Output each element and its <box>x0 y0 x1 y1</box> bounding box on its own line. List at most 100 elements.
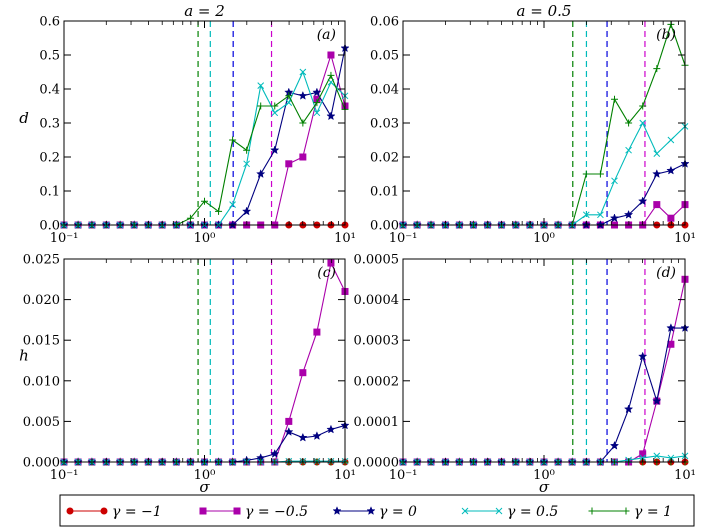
data-point <box>623 209 634 219</box>
data-point <box>667 21 675 28</box>
data-point <box>313 99 321 107</box>
data-point <box>243 160 250 168</box>
data-point <box>284 427 294 436</box>
panel-a: 10⁻¹ 10⁰ 10¹ 0.0 0.1 0.2 0.3 0.4 0.5 0.6 (a) a = 2 d <box>19 2 356 246</box>
legend-marker <box>233 507 241 515</box>
data-point <box>241 206 252 216</box>
data-point <box>652 396 662 406</box>
y-tick-label: 0.04 <box>370 83 399 98</box>
series-line <box>403 279 686 463</box>
legend-marker <box>495 507 503 515</box>
legend-entry: γ = −0.5 <box>199 504 308 520</box>
y-tick-label: 0.000 <box>23 456 60 471</box>
data-point <box>327 259 335 267</box>
legend-entry: γ = 0.5 <box>461 504 558 520</box>
legend-label: γ = 0.5 <box>507 504 558 520</box>
y-tick-label: 0.5 <box>39 49 60 64</box>
data-point <box>639 119 647 127</box>
legend-label: γ = 1 <box>634 504 672 520</box>
data-point <box>229 201 236 208</box>
data-point <box>326 424 336 434</box>
legend-entry: γ = 0 <box>332 504 417 520</box>
x-tick-label: 10⁻¹ <box>389 231 418 246</box>
data-point <box>596 170 604 178</box>
x-tick-label: 10⁻¹ <box>389 468 418 483</box>
data-point <box>299 369 307 377</box>
legend-marker <box>332 506 342 515</box>
data-point <box>271 102 279 110</box>
data-point <box>667 454 675 462</box>
y-tick-label: 0.00 <box>370 219 399 234</box>
data-point <box>299 119 307 127</box>
data-point <box>623 404 634 414</box>
y-tick-label: 0.015 <box>23 334 60 349</box>
y-tick-label: 0.6 <box>39 15 60 30</box>
y-tick-label: 0.02 <box>370 151 399 166</box>
data-point <box>653 201 661 209</box>
panel-c: 10⁻¹ 10⁰ 10¹ 0.000 0.005 0.010 0.015 0.020 0.025… <box>19 253 356 497</box>
panel-label: (c) <box>317 265 336 281</box>
legend-label: γ = −1 <box>112 504 162 520</box>
data-point <box>667 214 675 222</box>
x-tick-label: 10⁰ <box>533 231 555 246</box>
legend-marker <box>199 507 207 515</box>
y-tick-label: 0.3 <box>39 117 60 132</box>
y-tick-label: 0.0005 <box>354 253 400 268</box>
series-line <box>403 121 686 226</box>
data-point <box>313 328 321 336</box>
data-point <box>313 109 321 117</box>
y-tick-label: 0.005 <box>23 415 60 430</box>
legend-box <box>59 494 695 527</box>
data-point <box>327 51 335 59</box>
y-tick-label: 0.0002 <box>354 374 400 389</box>
data-point <box>270 448 280 458</box>
data-point <box>666 165 676 175</box>
data-point <box>186 214 194 222</box>
data-point <box>639 450 647 458</box>
data-point <box>327 71 335 79</box>
axes-frame <box>63 258 346 463</box>
y-tick-label: 0.020 <box>23 293 60 308</box>
data-point <box>582 170 590 178</box>
data-point <box>667 340 675 348</box>
data-point <box>610 95 618 103</box>
y-tick-label: 0.0000 <box>354 456 400 471</box>
legend-marker <box>66 507 74 515</box>
data-point <box>639 454 647 462</box>
x-tick-label: 10⁰ <box>533 468 555 483</box>
data-point <box>215 207 223 215</box>
y-tick-label: 0.03 <box>370 117 399 132</box>
legend-marker <box>622 507 630 515</box>
data-point <box>285 160 293 168</box>
legend-marker <box>366 506 376 515</box>
panel-title: a = 0.5 <box>517 2 572 20</box>
legend-marker <box>461 507 469 515</box>
y-tick-label: 0.0001 <box>354 415 400 430</box>
data-point <box>271 109 279 117</box>
data-point <box>243 146 251 154</box>
y-tick-label: 0.01 <box>370 185 399 200</box>
legend-label: γ = 0 <box>379 504 417 520</box>
data-point <box>582 211 590 219</box>
data-point <box>229 136 237 144</box>
data-point <box>256 169 266 178</box>
legend: γ = −1 γ = −0.5 γ = 0 γ = 0.5 γ = 1 <box>59 494 695 527</box>
data-point <box>257 82 265 89</box>
y-axis-label: h <box>19 347 29 365</box>
panel-b: 10⁻¹ 10⁰ 10¹ 0.00 0.01 0.02 0.03 0.04 0.05 0.06 (b… <box>370 2 696 246</box>
y-tick-label: 0.2 <box>39 151 60 166</box>
x-tick-label: 10¹ <box>334 231 356 246</box>
data-point <box>312 431 322 440</box>
x-tick-label: 10¹ <box>334 468 356 483</box>
panel-title: a = 2 <box>184 2 225 20</box>
y-tick-label: 0.06 <box>370 15 399 30</box>
panels: 10⁻¹ 10⁰ 10¹ 0.0 0.1 0.2 0.3 0.4 0.5 0.6 (a) a = 2 d… <box>19 2 696 496</box>
panel-label: (a) <box>317 27 336 43</box>
data-point <box>270 145 280 155</box>
y-tick-label: 0.0004 <box>354 293 400 308</box>
data-point <box>666 323 676 332</box>
x-tick-label: 10⁰ <box>194 468 216 483</box>
data-point <box>638 196 648 206</box>
data-point <box>285 92 293 100</box>
y-tick-label: 0.010 <box>23 374 60 389</box>
